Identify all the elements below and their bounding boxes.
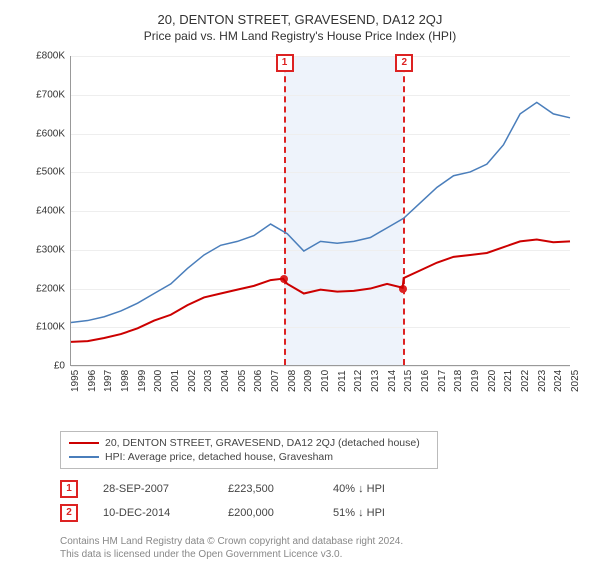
series-property [71, 240, 570, 342]
y-axis-tick: £200K [20, 283, 65, 294]
sale-marker-box: 2 [60, 504, 78, 522]
x-axis-tick: 2025 [570, 370, 592, 392]
legend-item: HPI: Average price, detached house, Grav… [69, 450, 429, 464]
sale-marker-box: 1 [60, 480, 78, 498]
plot-area: 12 [70, 56, 570, 366]
sale-diff: 51% ↓ HPI [333, 507, 433, 519]
chart-subtitle: Price paid vs. HM Land Registry's House … [10, 29, 590, 43]
y-axis-tick: £600K [20, 128, 65, 139]
legend-item: 20, DENTON STREET, GRAVESEND, DA12 2QJ (… [69, 436, 429, 450]
footer-line: This data is licensed under the Open Gov… [60, 548, 590, 561]
footer-attribution: Contains HM Land Registry data © Crown c… [60, 535, 590, 561]
gridline [71, 366, 570, 367]
sales-table: 1 28-SEP-2007 £223,500 40% ↓ HPI 2 10-DEC-201… [60, 477, 590, 525]
sale-row: 1 28-SEP-2007 £223,500 40% ↓ HPI [60, 477, 590, 501]
sale-price: £200,000 [228, 507, 308, 519]
footer-line: Contains HM Land Registry data © Crown c… [60, 535, 590, 548]
sale-row: 2 10-DEC-2014 £200,000 51% ↓ HPI [60, 501, 590, 525]
sale-date: 28-SEP-2007 [103, 483, 203, 495]
chart-container: 12 £0 £100K £200K £300K £400K £500K £600K £700K… [20, 51, 580, 391]
y-axis-tick: £400K [20, 206, 65, 217]
y-axis-tick: £300K [20, 244, 65, 255]
sale-price: £223,500 [228, 483, 308, 495]
chart-title: 20, DENTON STREET, GRAVESEND, DA12 2QJ [10, 12, 590, 27]
y-axis-tick: £100K [20, 322, 65, 333]
legend: 20, DENTON STREET, GRAVESEND, DA12 2QJ (… [60, 431, 438, 469]
legend-label: HPI: Average price, detached house, Grav… [105, 451, 333, 463]
sale-date: 10-DEC-2014 [103, 507, 203, 519]
legend-swatch [69, 456, 99, 458]
legend-swatch [69, 442, 99, 444]
y-axis-tick: £500K [20, 167, 65, 178]
y-axis-tick: £700K [20, 89, 65, 100]
legend-label: 20, DENTON STREET, GRAVESEND, DA12 2QJ (… [105, 437, 420, 449]
y-axis-tick: £0 [20, 361, 65, 372]
y-axis-tick: £800K [20, 51, 65, 62]
sale-diff: 40% ↓ HPI [333, 483, 433, 495]
